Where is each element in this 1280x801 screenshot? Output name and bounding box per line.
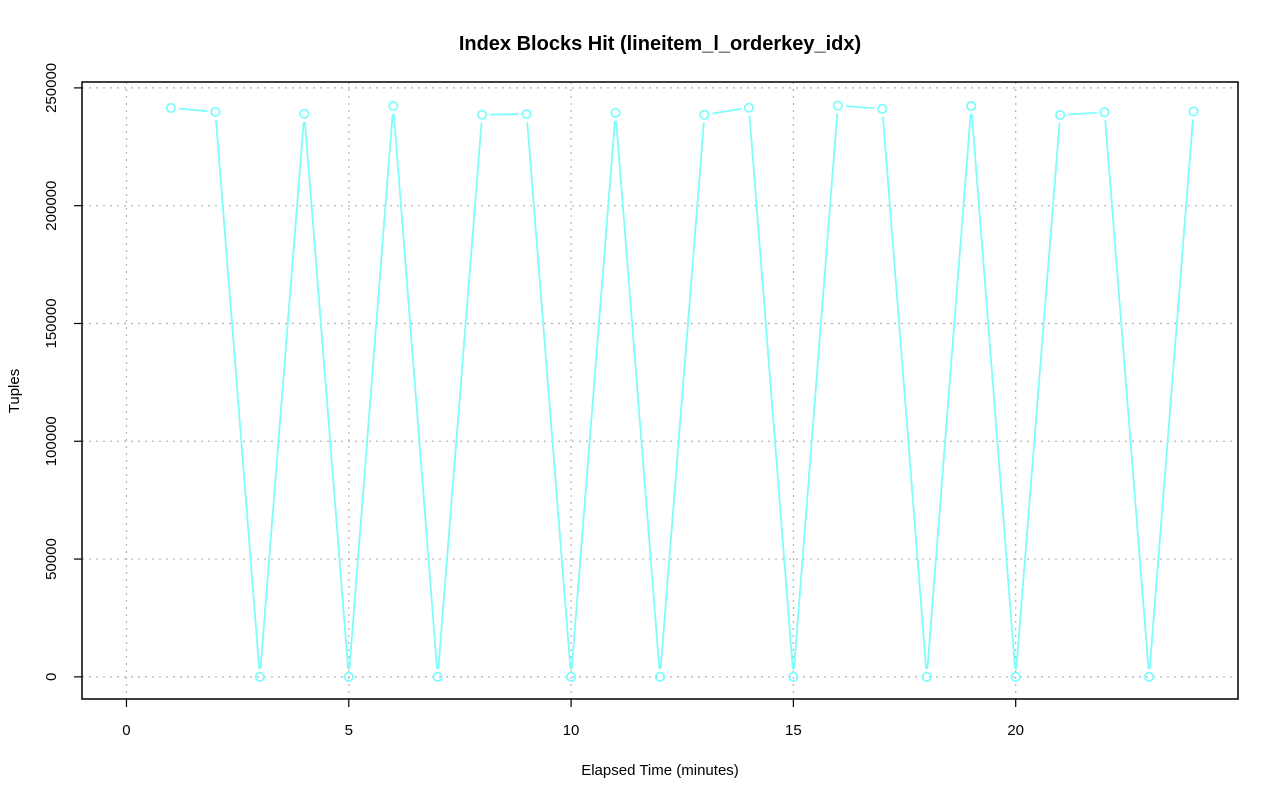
x-axis-label: Elapsed Time (minutes) [581, 762, 739, 779]
series-segment [970, 113, 1016, 669]
y-axis-label: Tuples [6, 369, 23, 413]
data-point [299, 108, 310, 119]
series-segment [526, 121, 572, 669]
x-axis: 0 5 10 15 20 [122, 699, 1024, 739]
y-tick-label: 150000 [43, 298, 60, 348]
data-point [1010, 671, 1021, 682]
series-segment [748, 115, 794, 669]
data-point [1188, 106, 1199, 117]
x-tick-label: 10 [563, 722, 580, 739]
data-point [165, 102, 177, 114]
series-segment [659, 122, 705, 669]
data-point [921, 671, 932, 682]
data-point [565, 671, 577, 682]
y-axis: 0 50000 100000 150000 200000 250000 [43, 63, 82, 681]
chart-title: Index Blocks Hit (lineitem_l_orderkey_id… [459, 33, 861, 55]
data-series [165, 100, 1199, 682]
series-segment [793, 113, 839, 669]
series-segment [178, 107, 208, 113]
data-point [521, 108, 532, 120]
data-point [743, 102, 755, 113]
data-point [343, 671, 354, 682]
data-point [254, 671, 265, 682]
series-segment [304, 121, 350, 669]
series-segment [437, 122, 483, 669]
data-point [1099, 107, 1110, 118]
x-tick-label: 0 [122, 722, 130, 739]
data-point [877, 103, 888, 114]
plot-frame [81, 81, 1239, 700]
y-tick-label: 250000 [43, 63, 60, 113]
series-segment [392, 113, 438, 669]
series-segment [1015, 122, 1061, 669]
series-segment [926, 113, 972, 669]
y-tick-label: 100000 [43, 416, 60, 466]
grid [82, 82, 1238, 699]
y-tick-label: 200000 [43, 181, 60, 231]
series-segment [570, 120, 616, 669]
data-point [699, 109, 710, 120]
data-point [1055, 109, 1066, 121]
x-tick-label: 20 [1007, 722, 1024, 739]
series-segment [1104, 120, 1150, 669]
data-point [432, 671, 443, 682]
series-segment [1148, 119, 1194, 669]
series-segment [615, 120, 661, 669]
series-segment [845, 105, 875, 110]
data-point [788, 671, 799, 682]
series-segment [259, 121, 305, 669]
data-point [654, 671, 666, 682]
x-tick-label: 15 [785, 722, 802, 739]
y-tick-label: 50000 [43, 538, 60, 580]
data-point [832, 100, 843, 111]
data-point [1143, 671, 1155, 682]
data-point [477, 109, 488, 120]
series-segment [348, 113, 394, 669]
data-point [966, 100, 977, 112]
series-segment [215, 119, 261, 669]
y-tick-label: 0 [43, 673, 60, 681]
series-segment [882, 116, 928, 669]
x-tick-label: 5 [345, 722, 353, 739]
data-point [210, 106, 221, 118]
data-point [610, 107, 621, 118]
data-point [388, 100, 399, 112]
series-segment [1068, 111, 1097, 116]
series-segment [712, 108, 742, 115]
